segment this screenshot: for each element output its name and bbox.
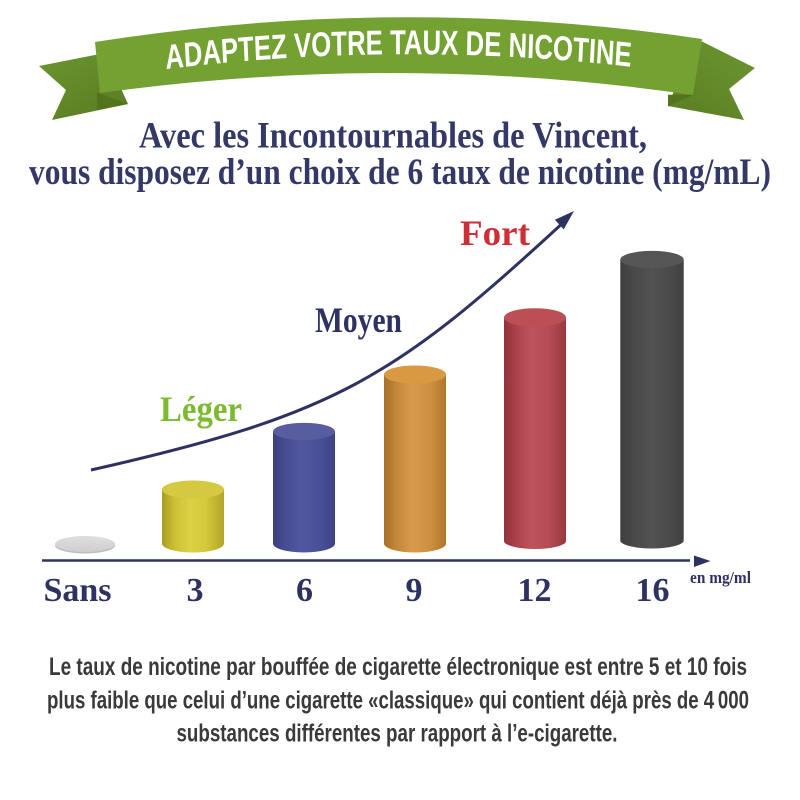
svg-text:6: 6 — [296, 572, 313, 609]
svg-text:12: 12 — [518, 572, 552, 609]
svg-text:plus faible que celui d’une ci: plus faible que celui d’une cigarette «c… — [47, 687, 749, 715]
svg-text:9: 9 — [406, 572, 423, 609]
svg-text:vous disposez d’un choix de 6: vous disposez d’un choix de 6 taux de ni… — [29, 152, 771, 193]
svg-text:3: 3 — [187, 572, 204, 609]
svg-text:Le taux de nicotine par bouffé: Le taux de nicotine par bouffée de cigar… — [49, 653, 747, 681]
svg-text:Fort: Fort — [460, 213, 530, 253]
svg-text:Moyen: Moyen — [315, 300, 402, 340]
svg-text:Avec les Incontournables de Vi: Avec les Incontournables de Vincent, — [139, 116, 647, 157]
svg-text:16: 16 — [636, 572, 670, 609]
svg-text:en mg/ml: en mg/ml — [690, 568, 751, 587]
svg-text:Sans: Sans — [43, 572, 111, 609]
svg-text:Léger: Léger — [160, 389, 242, 429]
svg-text:substances différentes par rap: substances différentes par rapport à l’e… — [177, 720, 618, 748]
